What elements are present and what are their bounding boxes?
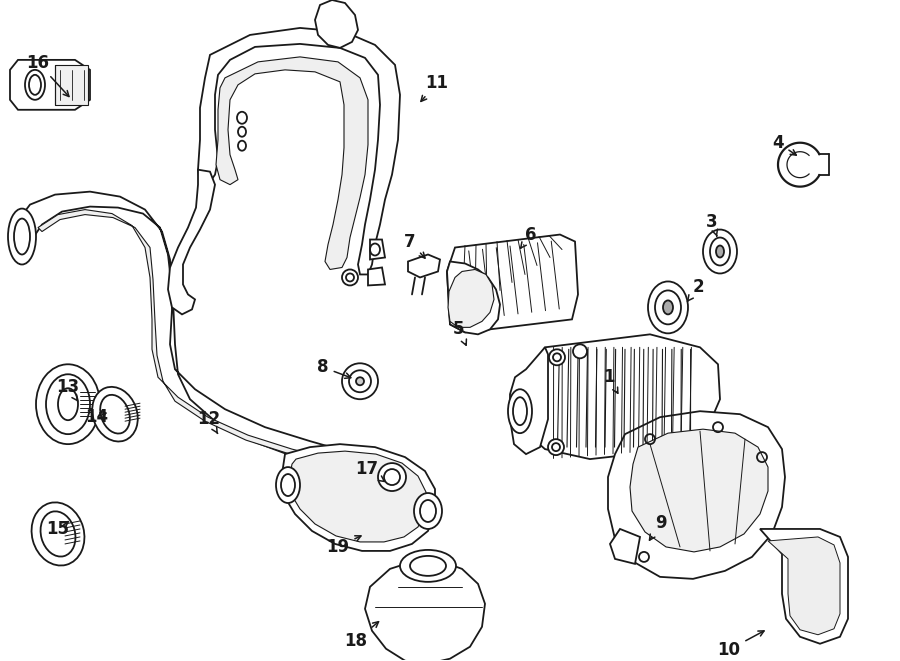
Text: 3: 3	[706, 213, 718, 236]
Polygon shape	[15, 192, 400, 484]
Ellipse shape	[25, 70, 45, 100]
Text: 8: 8	[317, 358, 351, 378]
Polygon shape	[448, 270, 494, 327]
Polygon shape	[315, 0, 358, 48]
Polygon shape	[630, 429, 768, 552]
Polygon shape	[768, 537, 840, 635]
Ellipse shape	[32, 502, 85, 566]
Text: 15: 15	[47, 520, 69, 538]
Ellipse shape	[549, 349, 565, 366]
Text: 13: 13	[57, 378, 79, 401]
Ellipse shape	[648, 282, 688, 333]
Text: 11: 11	[421, 74, 448, 101]
Ellipse shape	[400, 550, 456, 582]
Ellipse shape	[716, 245, 724, 258]
Polygon shape	[198, 28, 400, 274]
Text: 10: 10	[717, 631, 764, 659]
Text: 2: 2	[688, 278, 704, 301]
Polygon shape	[408, 254, 440, 278]
Text: 4: 4	[772, 134, 796, 155]
Ellipse shape	[508, 389, 532, 433]
Text: 14: 14	[86, 408, 109, 426]
Ellipse shape	[573, 344, 587, 358]
Polygon shape	[282, 444, 435, 551]
Text: 7: 7	[404, 233, 425, 258]
Ellipse shape	[342, 270, 358, 286]
Ellipse shape	[36, 364, 100, 444]
Polygon shape	[447, 235, 578, 332]
Polygon shape	[38, 210, 390, 479]
Text: 6: 6	[520, 225, 536, 249]
Polygon shape	[55, 65, 88, 105]
Ellipse shape	[92, 387, 138, 442]
Ellipse shape	[356, 377, 364, 385]
Polygon shape	[610, 529, 640, 564]
Polygon shape	[526, 334, 720, 459]
Polygon shape	[368, 268, 385, 286]
Ellipse shape	[378, 463, 406, 491]
Text: 17: 17	[356, 460, 384, 481]
Polygon shape	[370, 239, 385, 260]
Ellipse shape	[8, 209, 36, 264]
Polygon shape	[760, 529, 848, 644]
Text: 16: 16	[26, 54, 69, 97]
Polygon shape	[510, 347, 548, 454]
Ellipse shape	[703, 229, 737, 274]
Ellipse shape	[663, 300, 673, 315]
Text: 1: 1	[603, 368, 617, 393]
Ellipse shape	[342, 364, 378, 399]
Text: 5: 5	[454, 321, 466, 345]
Polygon shape	[447, 262, 500, 334]
Text: 19: 19	[327, 536, 361, 556]
Polygon shape	[608, 411, 785, 579]
Ellipse shape	[414, 493, 442, 529]
Ellipse shape	[276, 467, 300, 503]
Ellipse shape	[548, 439, 564, 455]
Polygon shape	[216, 57, 368, 270]
Polygon shape	[365, 561, 485, 661]
Text: 18: 18	[345, 622, 379, 650]
Text: 12: 12	[197, 410, 220, 434]
Polygon shape	[10, 60, 90, 110]
Polygon shape	[168, 170, 215, 315]
Polygon shape	[290, 451, 426, 542]
Text: 9: 9	[650, 514, 667, 540]
